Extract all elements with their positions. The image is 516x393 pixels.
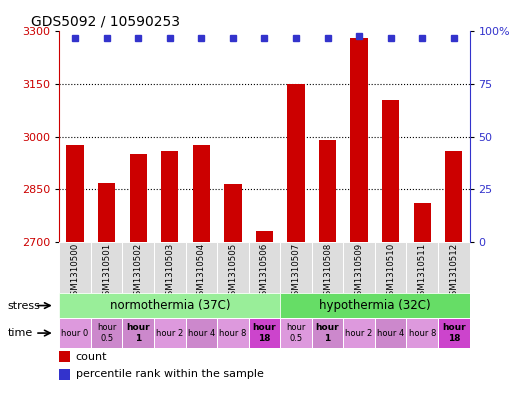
Text: GSM1310502: GSM1310502: [134, 243, 143, 301]
Bar: [130, 154, 147, 242]
Text: GSM1310506: GSM1310506: [260, 243, 269, 301]
FancyBboxPatch shape: [122, 318, 154, 348]
Text: hour
18: hour 18: [253, 323, 276, 343]
FancyBboxPatch shape: [186, 242, 217, 293]
Bar: [59, 351, 70, 362]
FancyBboxPatch shape: [343, 242, 375, 293]
FancyBboxPatch shape: [122, 242, 154, 293]
FancyBboxPatch shape: [91, 318, 122, 348]
Text: count: count: [76, 352, 107, 362]
Text: hour 2: hour 2: [156, 329, 183, 338]
Text: GSM1310511: GSM1310511: [418, 243, 427, 301]
FancyBboxPatch shape: [438, 318, 470, 348]
Text: GSM1310501: GSM1310501: [102, 243, 111, 301]
FancyBboxPatch shape: [280, 293, 470, 318]
FancyBboxPatch shape: [438, 242, 470, 293]
Text: hour
0.5: hour 0.5: [97, 323, 117, 343]
Text: GSM1310508: GSM1310508: [323, 243, 332, 301]
Text: hour 4: hour 4: [377, 329, 405, 338]
Bar: [413, 203, 431, 242]
Bar: [287, 84, 304, 242]
Bar: [59, 369, 70, 380]
Text: GSM1310509: GSM1310509: [354, 243, 364, 301]
FancyBboxPatch shape: [91, 242, 122, 293]
FancyBboxPatch shape: [312, 242, 343, 293]
FancyBboxPatch shape: [280, 242, 312, 293]
FancyBboxPatch shape: [217, 242, 249, 293]
Text: GDS5092 / 10590253: GDS5092 / 10590253: [30, 15, 180, 29]
Bar: [382, 100, 399, 242]
Bar: [67, 145, 84, 242]
Text: GSM1310500: GSM1310500: [71, 243, 79, 301]
Text: hour 2: hour 2: [346, 329, 373, 338]
Bar: [192, 145, 210, 242]
Text: normothermia (37C): normothermia (37C): [109, 299, 230, 312]
Bar: [161, 151, 179, 242]
Text: GSM1310505: GSM1310505: [229, 243, 237, 301]
FancyBboxPatch shape: [312, 318, 343, 348]
FancyBboxPatch shape: [217, 318, 249, 348]
Text: hypothermia (32C): hypothermia (32C): [319, 299, 431, 312]
FancyBboxPatch shape: [375, 242, 407, 293]
Bar: [319, 140, 336, 242]
FancyBboxPatch shape: [343, 318, 375, 348]
Text: GSM1310504: GSM1310504: [197, 243, 206, 301]
Text: hour 8: hour 8: [409, 329, 436, 338]
Bar: [256, 231, 273, 242]
Text: GSM1310510: GSM1310510: [386, 243, 395, 301]
FancyBboxPatch shape: [154, 242, 186, 293]
FancyBboxPatch shape: [59, 242, 91, 293]
Text: hour
1: hour 1: [126, 323, 150, 343]
FancyBboxPatch shape: [249, 318, 280, 348]
FancyBboxPatch shape: [407, 318, 438, 348]
FancyBboxPatch shape: [280, 318, 312, 348]
Bar: [350, 39, 368, 242]
Text: stress: stress: [8, 301, 41, 310]
FancyBboxPatch shape: [59, 293, 280, 318]
Text: hour 8: hour 8: [219, 329, 247, 338]
FancyBboxPatch shape: [186, 318, 217, 348]
Text: hour
0.5: hour 0.5: [286, 323, 305, 343]
Text: hour 4: hour 4: [188, 329, 215, 338]
FancyBboxPatch shape: [407, 242, 438, 293]
Text: percentile rank within the sample: percentile rank within the sample: [76, 369, 264, 379]
FancyBboxPatch shape: [375, 318, 407, 348]
Text: hour
18: hour 18: [442, 323, 465, 343]
FancyBboxPatch shape: [59, 318, 91, 348]
Bar: [224, 184, 241, 242]
Bar: [445, 151, 462, 242]
Bar: [98, 183, 116, 242]
Text: GSM1310503: GSM1310503: [165, 243, 174, 301]
Text: GSM1310507: GSM1310507: [292, 243, 300, 301]
FancyBboxPatch shape: [249, 242, 280, 293]
Text: time: time: [8, 328, 33, 338]
FancyBboxPatch shape: [154, 318, 186, 348]
Text: hour 0: hour 0: [61, 329, 89, 338]
Text: hour
1: hour 1: [316, 323, 340, 343]
Text: GSM1310512: GSM1310512: [449, 243, 458, 301]
